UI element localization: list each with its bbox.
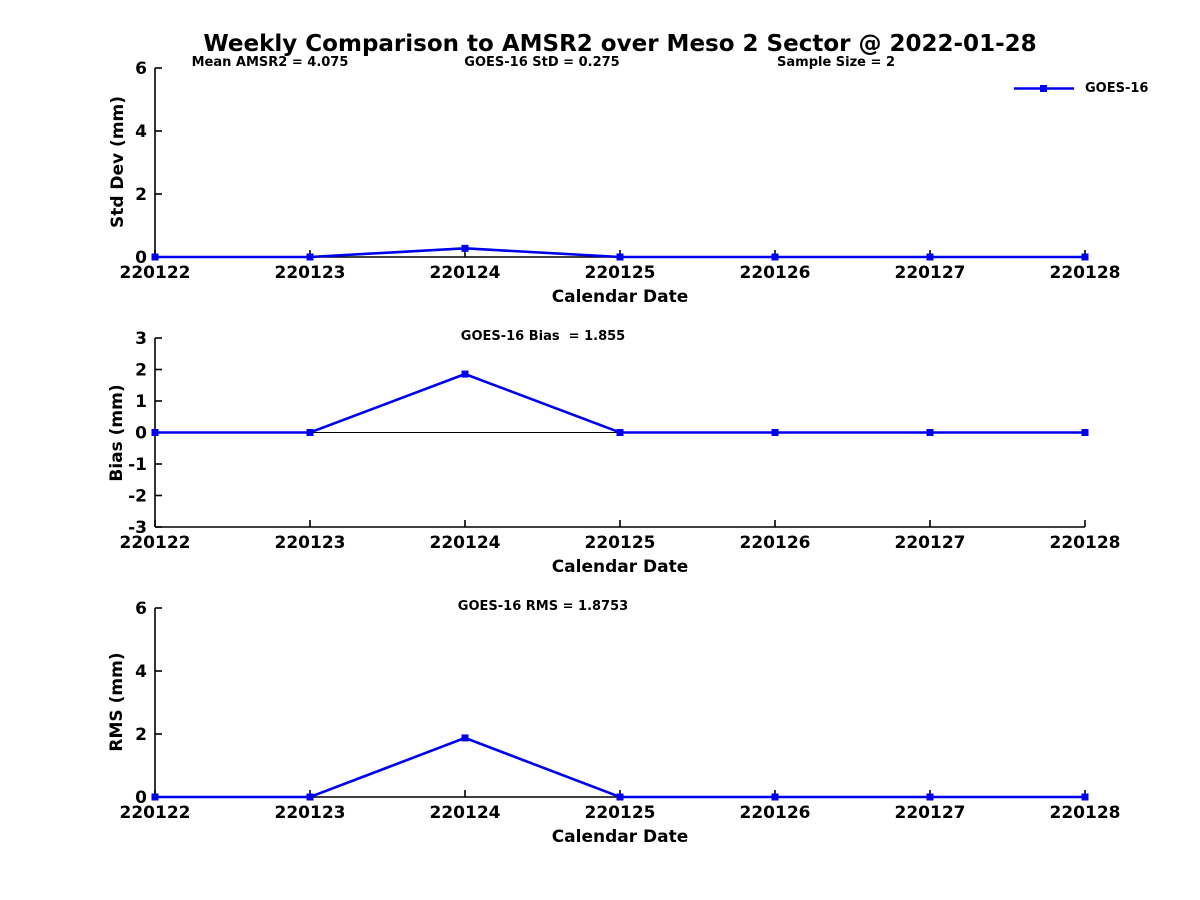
y-tick-label: 0: [135, 788, 147, 808]
annotation-goes16-std: GOES-16 StD = 0.275: [464, 55, 620, 70]
y-tick-label: 3: [135, 329, 147, 349]
x-tick-label: 220125: [585, 263, 656, 283]
x-tick-label: 220124: [430, 803, 501, 823]
x-tick-label: 220122: [120, 803, 191, 823]
data-point-marker: [616, 429, 624, 436]
x-tick-label: 220124: [430, 263, 501, 283]
data-point-marker: [151, 429, 159, 436]
y-tick-label: 4: [135, 662, 147, 682]
legend-marker-icon: [1040, 85, 1047, 92]
x-axis-label-std-dev: Calendar Date: [551, 287, 689, 307]
series-line-goes-16: [155, 372, 1085, 434]
y-tick-label: 4: [135, 122, 147, 142]
data-point-marker: [616, 793, 624, 801]
y-tick-label: 6: [135, 599, 147, 619]
x-tick-label: 220123: [275, 803, 346, 823]
x-tick-label: 220126: [740, 533, 811, 553]
data-point-marker: [1081, 253, 1089, 261]
x-tick-label: 220128: [1050, 263, 1121, 283]
y-tick-label: 2: [135, 185, 147, 205]
y-tick-label: -2: [128, 487, 147, 507]
data-point-marker: [306, 793, 314, 801]
x-tick-label: 220127: [895, 533, 966, 553]
y-tick-label: 1: [135, 392, 147, 412]
x-tick-label: 220127: [895, 803, 966, 823]
y-tick-label: 0: [135, 248, 147, 268]
data-point-marker: [461, 244, 469, 252]
x-tick-label: 220125: [585, 533, 656, 553]
annotation-mean-amsr2: Mean AMSR2 = 4.075: [191, 55, 349, 70]
x-tick-label: 220125: [585, 803, 656, 823]
data-point-marker: [1081, 793, 1089, 801]
legend-swatch: [1014, 85, 1074, 92]
x-tick-label: 220122: [120, 263, 191, 283]
x-tick-label: 220123: [275, 263, 346, 283]
y-tick-label: 6: [135, 59, 147, 79]
data-point-marker: [926, 793, 934, 801]
series-line-goes-16: [155, 736, 1085, 799]
chart-title-rms: GOES-16 RMS = 1.8753: [457, 599, 629, 614]
x-tick-label: 220128: [1050, 803, 1121, 823]
y-tick-label: -1: [128, 455, 147, 475]
y-tick-label: 2: [135, 361, 147, 381]
y-tick-label: 0: [135, 424, 147, 444]
data-point-marker: [771, 793, 779, 801]
x-tick-label: 220124: [430, 533, 501, 553]
x-tick-label: 220128: [1050, 533, 1121, 553]
data-point-marker: [771, 429, 779, 436]
data-point-marker: [306, 429, 314, 436]
data-point-marker: [1081, 429, 1089, 436]
data-point-marker: [616, 253, 624, 261]
x-tick-label: 220127: [895, 263, 966, 283]
x-tick-label: 220126: [740, 263, 811, 283]
legend-label: GOES-16: [1085, 81, 1149, 96]
data-point-marker: [461, 370, 469, 378]
data-point-marker: [926, 429, 934, 436]
y-tick-label: 2: [135, 725, 147, 745]
data-point-marker: [771, 253, 779, 261]
y-tick-label: -3: [128, 518, 147, 538]
x-axis-label-rms: Calendar Date: [551, 827, 689, 847]
legend: GOES-16: [1013, 80, 1148, 97]
data-point-marker: [151, 793, 159, 801]
annotation-sample-size: Sample Size = 2: [777, 55, 895, 70]
data-point-marker: [306, 253, 314, 261]
data-point-marker: [926, 253, 934, 261]
x-tick-label: 220126: [740, 803, 811, 823]
chart-title-bias: GOES-16 Bias = 1.855: [460, 329, 626, 344]
x-tick-label: 220122: [120, 533, 191, 553]
figure-title: Weekly Comparison to AMSR2 over Meso 2 S…: [203, 31, 1037, 57]
data-point-marker: [461, 734, 469, 742]
data-point-marker: [151, 253, 159, 261]
x-axis-label-bias: Calendar Date: [551, 557, 689, 577]
x-tick-label: 220123: [275, 533, 346, 553]
